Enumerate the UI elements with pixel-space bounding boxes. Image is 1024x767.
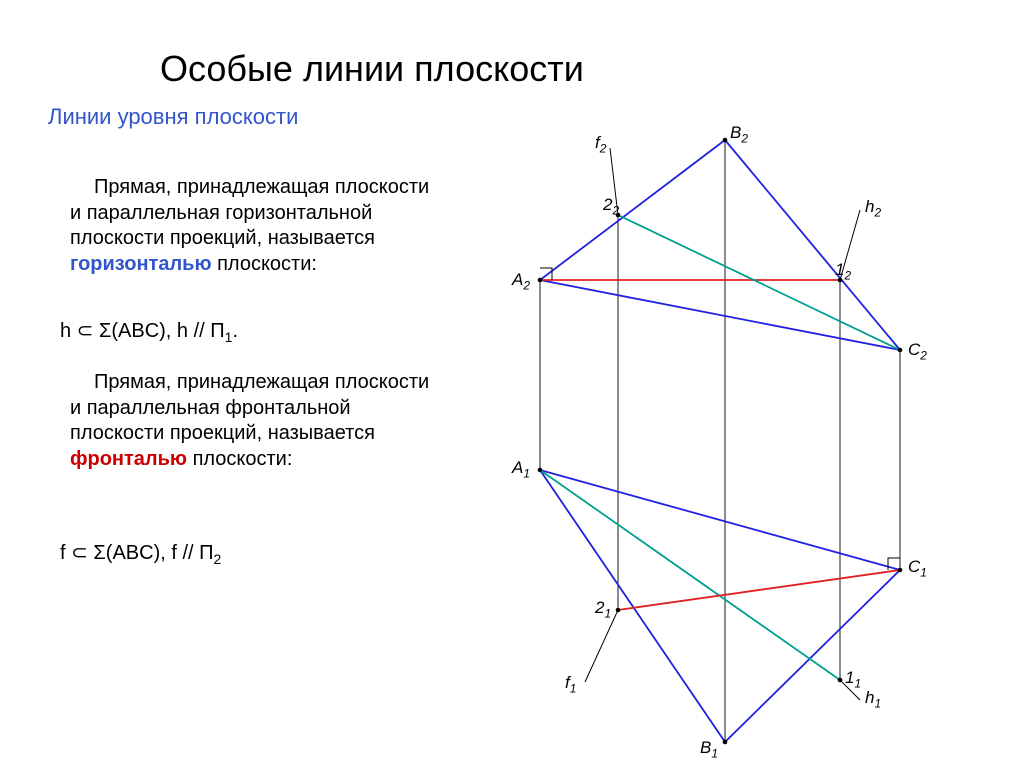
paragraph-frontal: Прямая, принадлежащая плоскости и паралл… xyxy=(70,370,440,472)
para1-suffix: плоскости: xyxy=(212,253,317,275)
triangle1-edge xyxy=(725,570,900,742)
vertex-C1 xyxy=(898,568,903,573)
label-f2: f2 xyxy=(595,133,606,155)
label-C1: C1 xyxy=(908,557,927,579)
label-two1: 21 xyxy=(595,598,611,620)
paragraph-horizontal: Прямая, принадлежащая плоскости и паралл… xyxy=(70,175,440,277)
projection-diagram: A2 B2 C2 12 22 h2 f2 A1 B1 C1 11 21 h1 f1 xyxy=(500,120,990,760)
f1-line xyxy=(618,570,900,610)
vertex-B2 xyxy=(723,138,728,143)
keyword-frontal: фронталью xyxy=(70,448,187,470)
label-C2: C2 xyxy=(908,340,927,362)
para2-prefix: Прямая, принадлежащая плоскости и паралл… xyxy=(70,371,429,444)
para1-prefix: Прямая, принадлежащая плоскости и паралл… xyxy=(70,176,429,249)
vertex-two1 xyxy=(616,608,621,613)
label-one2: 12 xyxy=(835,260,851,282)
triangle2-edge xyxy=(725,140,900,350)
formula-horizontal: h ⊂ Σ(ABC), h // П1. xyxy=(60,318,238,345)
formula1-main: h ⊂ Σ(ABC), h // П xyxy=(60,320,225,342)
page-subtitle: Линии уровня плоскости xyxy=(48,104,298,130)
label-B1: B1 xyxy=(700,738,718,760)
formula2-sub: 2 xyxy=(214,551,222,567)
label-two2: 22 xyxy=(603,195,619,217)
f1-leader xyxy=(585,610,618,682)
vertex-C2 xyxy=(898,348,903,353)
triangle1-edge xyxy=(540,470,900,570)
formula-frontal: f ⊂ Σ(ABC), f // П2 xyxy=(60,540,221,567)
label-h2: h2 xyxy=(865,197,881,219)
triangle2-edge xyxy=(540,280,900,350)
page-title: Особые линии плоскости xyxy=(160,48,584,90)
formula1-end: . xyxy=(232,320,238,342)
triangle1-edge xyxy=(540,470,725,742)
formula2-main: f ⊂ Σ(ABC), f // П xyxy=(60,542,214,564)
label-f1: f1 xyxy=(565,673,576,695)
h1-line xyxy=(540,470,840,680)
vertex-A1 xyxy=(538,468,543,473)
vertex-A2 xyxy=(538,278,543,283)
para2-suffix: плоскости: xyxy=(187,448,292,470)
vertex-one1 xyxy=(838,678,843,683)
label-B2: B2 xyxy=(730,123,748,145)
triangle2-edge xyxy=(540,140,725,280)
diagram-svg xyxy=(500,120,990,760)
vertex-B1 xyxy=(723,740,728,745)
f2-line xyxy=(618,215,900,350)
label-A1: A1 xyxy=(512,458,530,480)
label-A2: A2 xyxy=(512,270,530,292)
keyword-horizontal: горизонталью xyxy=(70,253,212,275)
label-one1: 11 xyxy=(845,668,861,690)
label-h1: h1 xyxy=(865,688,881,710)
